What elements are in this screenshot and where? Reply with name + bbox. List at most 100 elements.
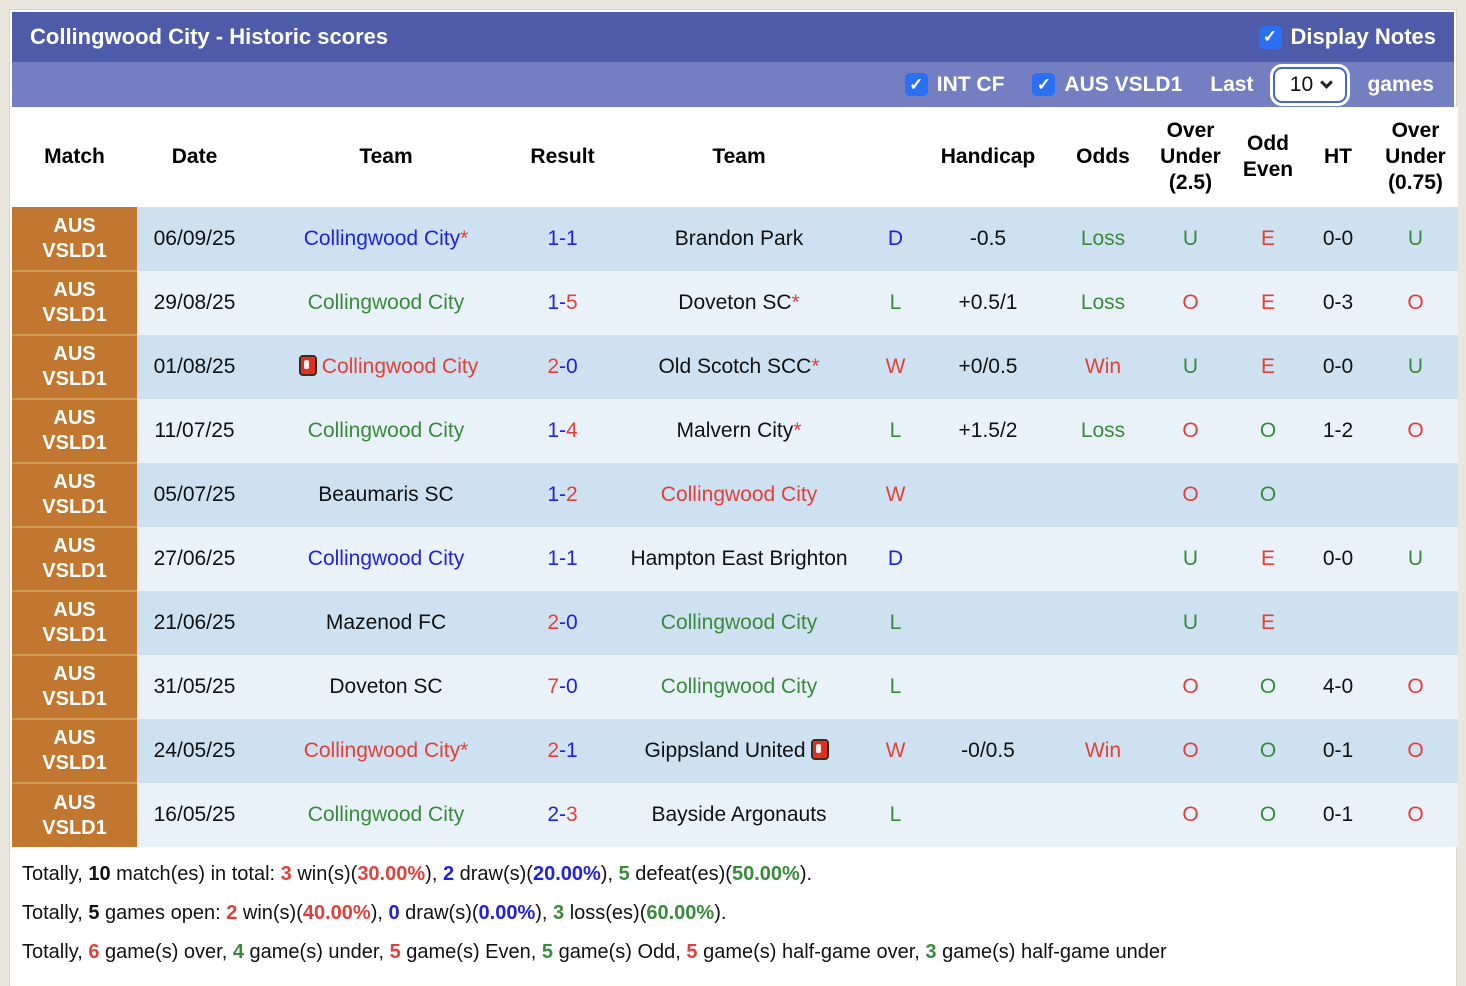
ht-score: 0-3 — [1303, 271, 1373, 335]
over-under-075: O — [1373, 655, 1458, 719]
aus-vsld1-checkbox-icon[interactable]: ✓ — [1032, 73, 1056, 96]
odds-result: Win — [1058, 719, 1148, 783]
summary-section: Totally, 10 match(es) in total: 3 win(s)… — [12, 847, 1454, 984]
aus-vsld1-label: AUS VSLD1 — [1064, 72, 1183, 96]
match-date: 24/05/25 — [137, 719, 252, 783]
match-result: 2-3 — [520, 783, 605, 847]
col-odd-even: Odd Even — [1233, 107, 1303, 207]
ht-score: 0-0 — [1303, 335, 1373, 399]
handicap-value — [918, 591, 1058, 655]
odds-result: Win — [1058, 335, 1148, 399]
filter-bar: ✓ INT CF ✓ AUS VSLD1 Last 10 games — [12, 62, 1454, 107]
over-under-075: U — [1373, 527, 1458, 591]
last-games-select[interactable]: 10 — [1273, 66, 1348, 103]
table-row: AUS VSLD1 29/08/25 Collingwood City 1-5 D… — [12, 271, 1458, 336]
display-notes-toggle[interactable]: ✓ Display Notes — [1258, 24, 1437, 50]
col-over-under-25: Over Under (2.5) — [1148, 107, 1233, 207]
match-result: 1-1 — [520, 527, 605, 591]
display-notes-checkbox-icon[interactable]: ✓ — [1258, 25, 1282, 49]
away-team: Collingwood City — [605, 463, 873, 527]
away-team: Malvern City* — [605, 399, 873, 463]
handicap-letter: L — [873, 591, 918, 655]
col-letter — [873, 107, 918, 207]
over-under-075: U — [1373, 335, 1458, 399]
match-date: 06/09/25 — [137, 207, 252, 271]
col-match: Match — [12, 107, 137, 207]
handicap-letter: D — [873, 527, 918, 591]
ht-score: 0-1 — [1303, 783, 1373, 847]
over-under-25: O — [1148, 399, 1233, 463]
handicap-value: -0/0.5 — [918, 719, 1058, 783]
over-under-075: O — [1373, 783, 1458, 847]
last-games-value: 10 — [1289, 72, 1314, 96]
home-team: Beaumaris SC — [252, 463, 520, 527]
match-date: 01/08/25 — [137, 335, 252, 399]
col-date: Date — [137, 107, 252, 207]
handicap-value — [918, 527, 1058, 591]
last-label: Last — [1210, 72, 1254, 96]
odd-even: O — [1233, 719, 1303, 783]
handicap-value: +0.5/1 — [918, 271, 1058, 335]
int-cf-checkbox-icon[interactable]: ✓ — [904, 73, 928, 96]
league-badge: AUS VSLD1 — [12, 719, 137, 784]
handicap-value: -0.5 — [918, 207, 1058, 271]
match-result: 1-4 — [520, 399, 605, 463]
int-cf-label: INT CF — [936, 72, 1005, 96]
over-under-075 — [1373, 591, 1458, 655]
ht-score — [1303, 463, 1373, 527]
away-team: Gippsland United — [605, 719, 873, 783]
handicap-value — [918, 783, 1058, 847]
league-badge: AUS VSLD1 — [12, 207, 137, 272]
col-over-under-075: Over Under (0.75) — [1373, 107, 1458, 207]
odds-result — [1058, 655, 1148, 719]
away-team: Doveton SC* — [605, 271, 873, 335]
handicap-letter: W — [873, 335, 918, 399]
red-card-icon — [298, 355, 317, 376]
match-result: 2-1 — [520, 719, 605, 783]
odds-result — [1058, 527, 1148, 591]
odd-even: E — [1233, 207, 1303, 271]
league-badge: AUS VSLD1 — [12, 399, 137, 464]
home-team: Mazenod FC — [252, 591, 520, 655]
ht-score: 1-2 — [1303, 399, 1373, 463]
league-badge: AUS VSLD1 — [12, 591, 137, 656]
over-under-25: O — [1148, 719, 1233, 783]
odd-even: E — [1233, 527, 1303, 591]
league-badge: AUS VSLD1 — [12, 463, 137, 528]
handicap-value: +0/0.5 — [918, 335, 1058, 399]
match-result: 2-0 — [520, 335, 605, 399]
handicap-letter: D — [873, 207, 918, 271]
odds-result — [1058, 783, 1148, 847]
filter-aus-vsld1[interactable]: ✓ AUS VSLD1 — [1032, 73, 1182, 97]
handicap-value — [918, 463, 1058, 527]
over-under-075: U — [1373, 207, 1458, 271]
odd-even: E — [1233, 591, 1303, 655]
summary-line: Totally, 10 match(es) in total: 3 win(s)… — [22, 863, 813, 885]
home-team: Collingwood City — [252, 527, 520, 591]
table-row: AUS VSLD1 05/07/25 Beaumaris SC 1-2 Colli… — [12, 463, 1458, 528]
away-team: Old Scotch SCC* — [605, 335, 873, 399]
over-under-075: O — [1373, 271, 1458, 335]
over-under-25: O — [1148, 655, 1233, 719]
odd-even: E — [1233, 271, 1303, 335]
title-bar: Collingwood City - Historic scores ✓ Dis… — [12, 12, 1454, 62]
handicap-value — [918, 655, 1058, 719]
match-date: 29/08/25 — [137, 271, 252, 335]
table-row: AUS VSLD1 27/06/25 Collingwood City 1-1 H… — [12, 527, 1458, 592]
away-team: Hampton East Brighton — [605, 527, 873, 591]
ht-score: 0-1 — [1303, 719, 1373, 783]
odd-even: O — [1233, 399, 1303, 463]
display-notes-label: Display Notes — [1290, 24, 1437, 49]
away-team: Brandon Park — [605, 207, 873, 271]
filter-int-cf[interactable]: ✓ INT CF — [904, 72, 1005, 97]
match-date: 27/06/25 — [137, 527, 252, 591]
table-row: AUS VSLD1 01/08/25 Collingwood City 2-0 O… — [12, 335, 1458, 400]
ht-score: 0-0 — [1303, 527, 1373, 591]
home-team: Collingwood City* — [252, 719, 520, 783]
home-team: Collingwood City — [252, 783, 520, 847]
home-team: Doveton SC — [252, 655, 520, 719]
away-team: Collingwood City — [605, 655, 873, 719]
col-away-team: Team — [605, 107, 873, 207]
over-under-25: U — [1148, 335, 1233, 399]
match-result: 1-5 — [520, 271, 605, 335]
